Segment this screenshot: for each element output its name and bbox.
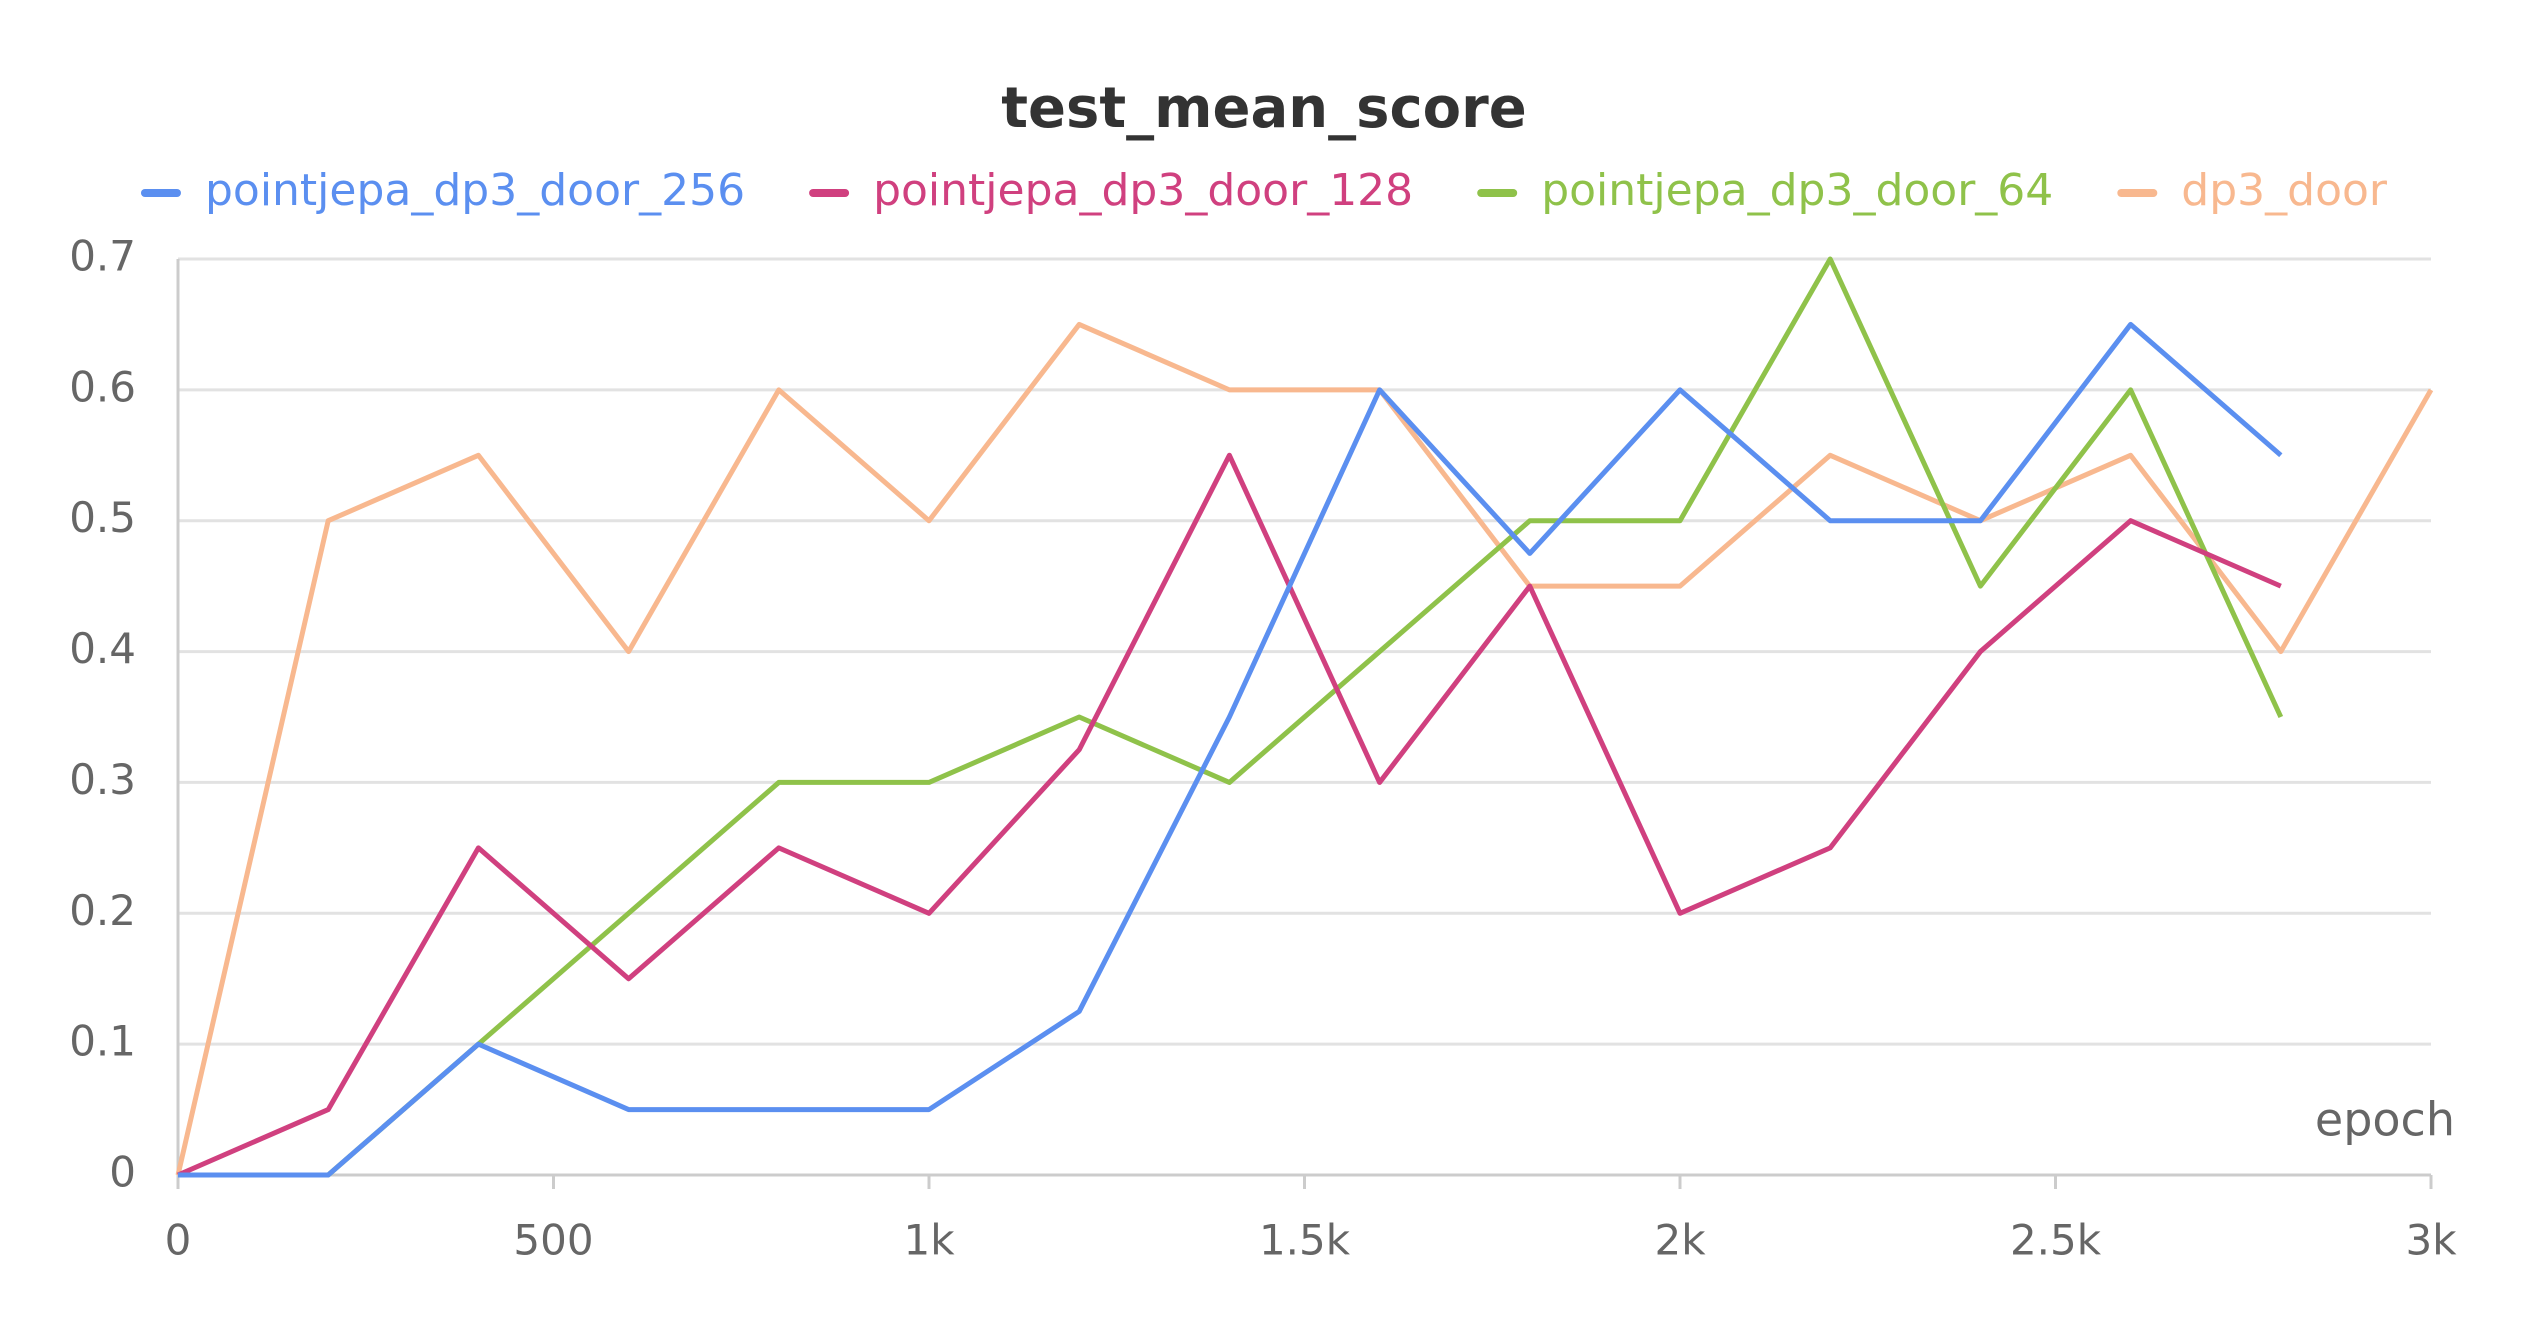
x-tick-label: 500: [513, 1216, 593, 1265]
y-tick-label: 0.2: [69, 886, 136, 935]
x-tick-label: 2.5k: [2010, 1216, 2102, 1265]
y-tick-label: 0: [109, 1148, 136, 1197]
y-tick-label: 0.3: [69, 755, 136, 804]
y-tick-label: 0.5: [69, 493, 136, 542]
legend-label: pointjepa_dp3_door_64: [1541, 165, 2053, 216]
x-tick-label: 3k: [2405, 1216, 2457, 1265]
y-tick-label: 0.6: [69, 362, 136, 411]
series-line: [178, 321, 2283, 1178]
x-tick-label: 0: [165, 1216, 192, 1265]
series-line: [175, 321, 2434, 1176]
legend-label: dp3_door: [2181, 165, 2388, 216]
x-tick-label: 1.5k: [1259, 1216, 1351, 1265]
y-tick-label: 0.1: [69, 1017, 136, 1066]
x-tick-label: 1k: [903, 1216, 955, 1265]
legend-label: pointjepa_dp3_door_128: [873, 165, 1413, 216]
legend-label: pointjepa_dp3_door_256: [205, 165, 745, 216]
series-line: [178, 256, 2284, 1178]
x-tick-label: 2k: [1654, 1216, 1706, 1265]
x-axis-label: epoch: [2315, 1093, 2455, 1147]
series-line: [177, 452, 2282, 1178]
chart-title: test_mean_score: [1001, 76, 1526, 141]
y-tick-label: 0.7: [69, 232, 136, 281]
y-tick-label: 0.4: [69, 624, 136, 673]
